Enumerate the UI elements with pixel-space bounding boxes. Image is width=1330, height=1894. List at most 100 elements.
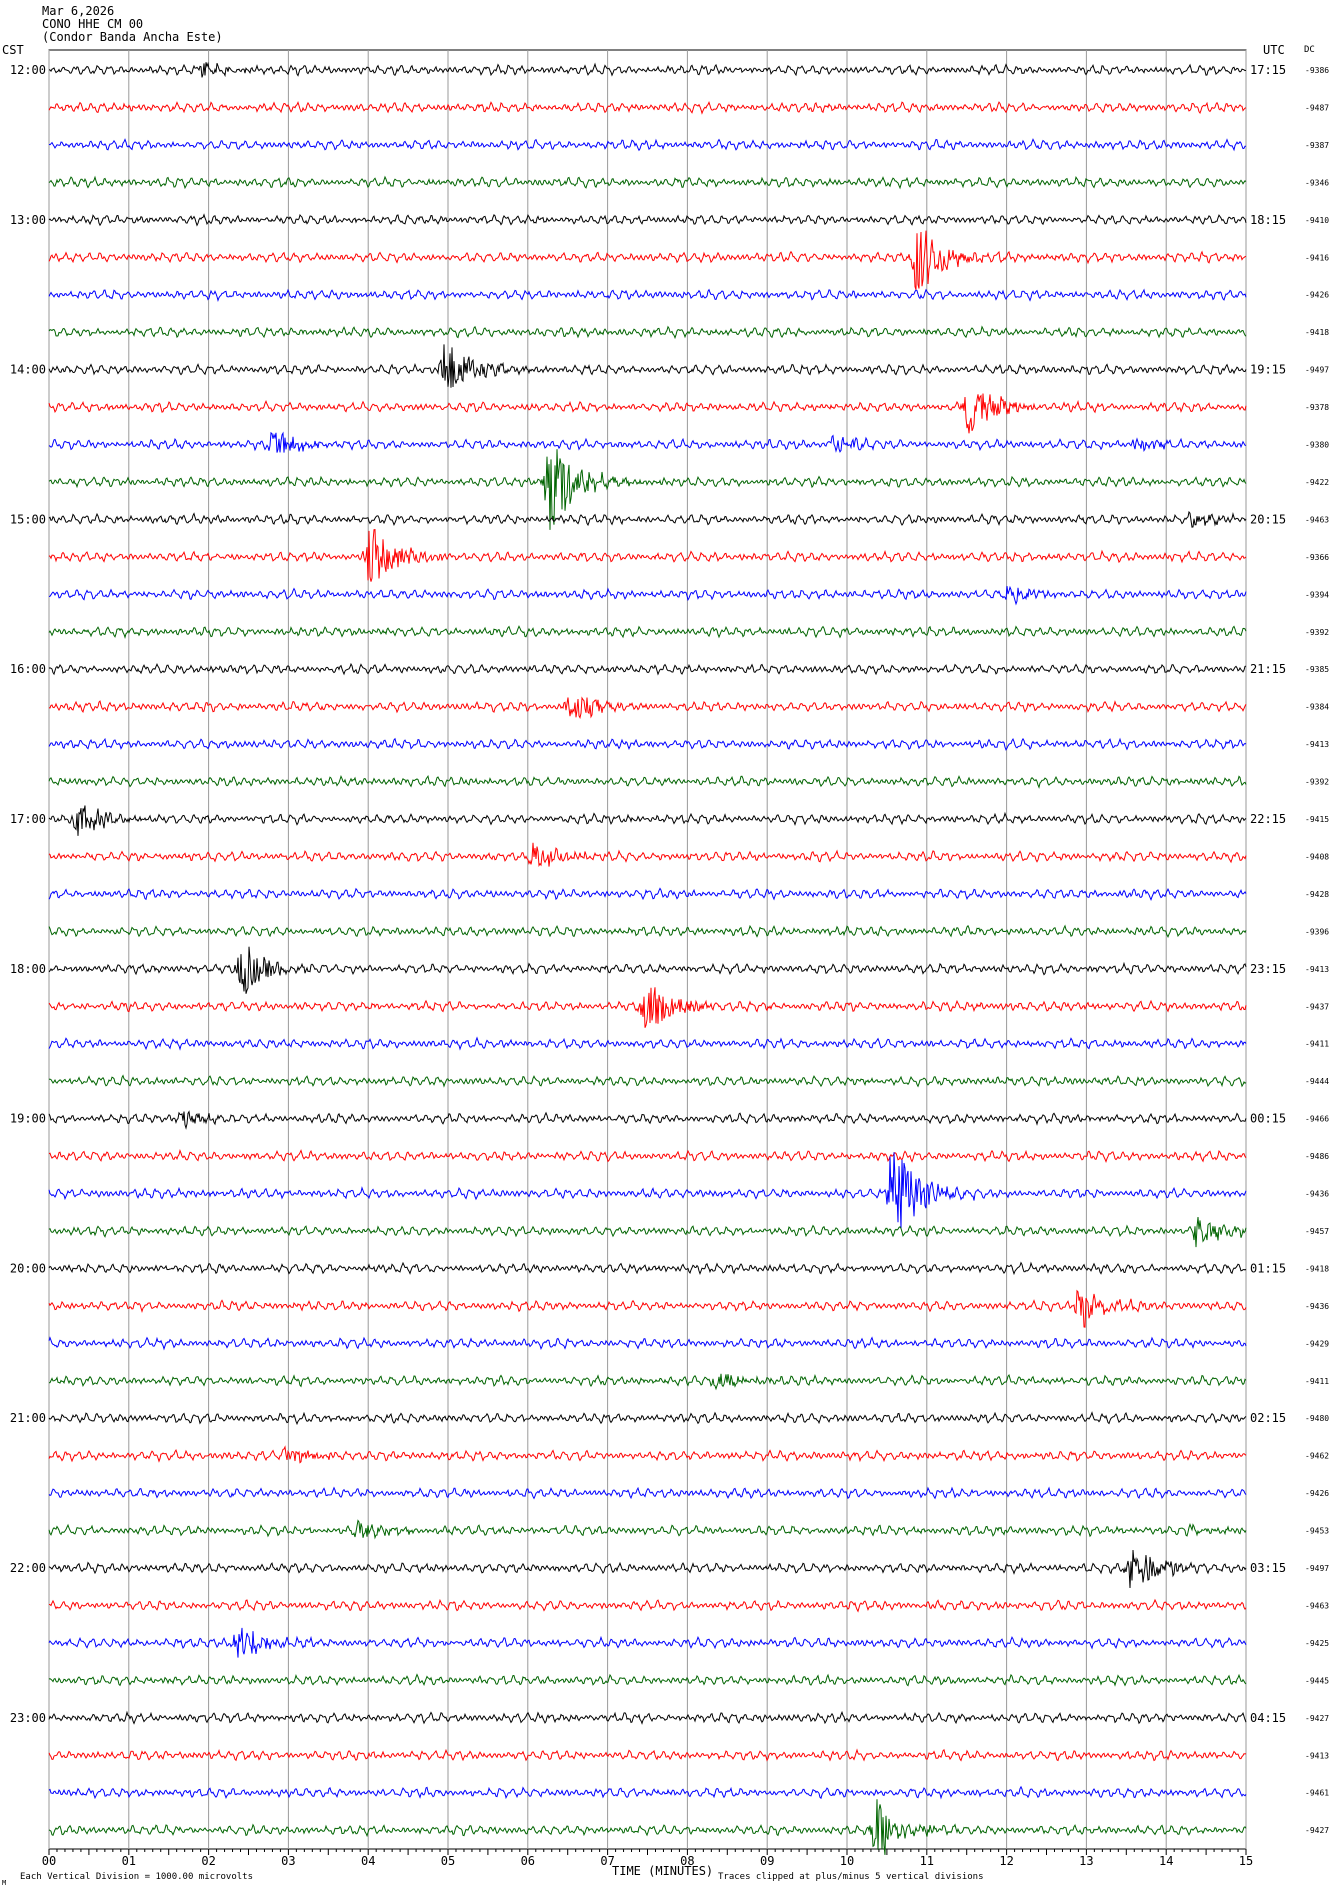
trace-row-39 [48,1519,1247,1540]
dc-offset-label: -9425 [1305,1639,1329,1648]
dc-offset-label: -9463 [1305,515,1329,524]
dc-offset-label: -9378 [1305,403,1329,412]
trace-row-7 [48,325,1247,340]
trace-row-16 [48,662,1247,676]
cst-hour-label: 17:00 [10,812,46,826]
trace-row-11 [48,449,1247,530]
trace-row-20 [48,805,1247,836]
dc-offset-label: -9410 [1305,216,1329,225]
dc-offset-label: -9413 [1305,1751,1329,1760]
x-tick-label: 11 [920,1854,934,1868]
x-tick-label: 00 [42,1854,56,1868]
x-axis-title: TIME (MINUTES) [612,1864,714,1878]
dc-offset-label: -9487 [1305,103,1329,112]
trace-row-41 [48,1598,1247,1613]
trace-row-31 [48,1217,1247,1248]
trace-row-17 [48,696,1247,719]
dc-offset-label: -9418 [1305,1264,1329,1273]
dc-offset-label: -9394 [1305,590,1329,599]
trace-row-28 [48,1110,1247,1130]
dc-offset-label: -9497 [1305,366,1329,375]
dc-offset-label: -9427 [1305,1826,1329,1835]
cst-hour-label: 21:00 [10,1411,46,1425]
trace-row-2 [48,138,1246,152]
dc-offset-label: -9466 [1305,1115,1329,1124]
trace-row-21 [48,842,1247,867]
cst-hour-label: 23:00 [10,1711,46,1725]
utc-hour-label: 00:15 [1250,1112,1286,1126]
header-date: Mar 6,2026 [42,4,115,18]
dc-offset-label: -9415 [1305,815,1329,824]
dc-offset-label: -9384 [1305,703,1329,712]
x-tick-label: 02 [201,1854,215,1868]
cst-hour-label: 14:00 [10,363,46,377]
trace-row-18 [48,737,1247,751]
dc-offset-label: -9408 [1305,852,1329,861]
dc-offset-label: -9346 [1305,178,1329,187]
dc-offset-label: -9461 [1305,1789,1329,1798]
dc-offset-label: -9416 [1305,253,1329,262]
dc-offset-label: -9426 [1305,291,1329,300]
dc-offset-label: -9366 [1305,553,1329,562]
trace-row-10 [48,431,1247,453]
trace-row-15 [48,625,1247,640]
cst-hour-label: 16:00 [10,662,46,676]
trace-row-33 [48,1289,1247,1328]
trace-row-27 [48,1074,1247,1088]
trace-row-42 [48,1627,1247,1658]
trace-row-8 [48,344,1247,388]
trace-row-44 [48,1710,1247,1725]
utc-hour-label: 18:15 [1250,213,1286,227]
cst-hour-label: 19:00 [10,1112,46,1126]
dc-offset-label: -9428 [1305,890,1329,899]
dc-offset-label: -9380 [1305,441,1329,450]
x-tick-label: 01 [122,1854,136,1868]
trace-row-38 [48,1486,1247,1500]
utc-hour-label: 23:15 [1250,962,1286,976]
dc-offset-label: -9385 [1305,665,1329,674]
trace-row-6 [48,288,1247,302]
dc-offset-label: -9411 [1305,1040,1329,1049]
cst-hour-label: 22:00 [10,1561,46,1575]
trace-row-32 [48,1261,1247,1276]
dc-offset-label: -9444 [1305,1077,1329,1086]
trace-row-24 [48,946,1247,994]
dc-offset-label: -9457 [1305,1227,1329,1236]
dc-offset-label: -9386 [1305,66,1329,75]
utc-hour-label: 21:15 [1250,662,1286,676]
dc-offset-label: -9486 [1305,1152,1329,1161]
trace-row-23 [48,924,1247,938]
dc-offset-label: -9392 [1305,778,1329,787]
dc-label: DC [1304,45,1315,55]
plot-frame [48,49,1247,1850]
x-tick-label: 06 [521,1854,535,1868]
trace-row-0 [48,61,1247,78]
trace-row-37 [48,1445,1247,1464]
scale-note: Each Vertical Division = 1000.00 microvo… [20,1872,253,1882]
dc-offset-label: -9387 [1305,141,1329,150]
cst-hour-label: 13:00 [10,213,46,227]
x-tick-label: 09 [760,1854,774,1868]
trace-row-36 [48,1411,1247,1426]
dc-offset-label: -9426 [1305,1489,1329,1498]
cst-hour-label: 20:00 [10,1261,46,1275]
x-tick-label: 10 [840,1854,854,1868]
dc-offset-label: -9429 [1305,1339,1329,1348]
dc-offset-label: -9413 [1305,965,1329,974]
trace-row-22 [48,887,1247,901]
trace-row-35 [48,1373,1247,1391]
dc-offset-label: -9422 [1305,478,1329,487]
x-tick-label: 15 [1239,1854,1253,1868]
dc-offset-label: -9413 [1305,740,1329,749]
trace-row-45 [48,1748,1247,1762]
right-zone-label: UTC [1263,43,1285,57]
dc-offset-label: -9463 [1305,1601,1329,1610]
header-site: (Condor Banda Ancha Este) [42,30,223,44]
dc-offset-label: -9411 [1305,1377,1329,1386]
clip-note: Traces clipped at plus/minus 5 vertical … [718,1872,984,1882]
dc-offset-label: -9497 [1305,1564,1329,1573]
x-tick-label: 12 [999,1854,1013,1868]
trace-row-34 [48,1336,1247,1351]
cst-hour-label: 18:00 [10,962,46,976]
x-tick-label: 04 [361,1854,375,1868]
